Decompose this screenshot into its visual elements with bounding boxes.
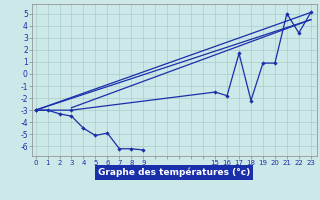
X-axis label: Graphe des températures (°c): Graphe des températures (°c) — [98, 168, 251, 177]
